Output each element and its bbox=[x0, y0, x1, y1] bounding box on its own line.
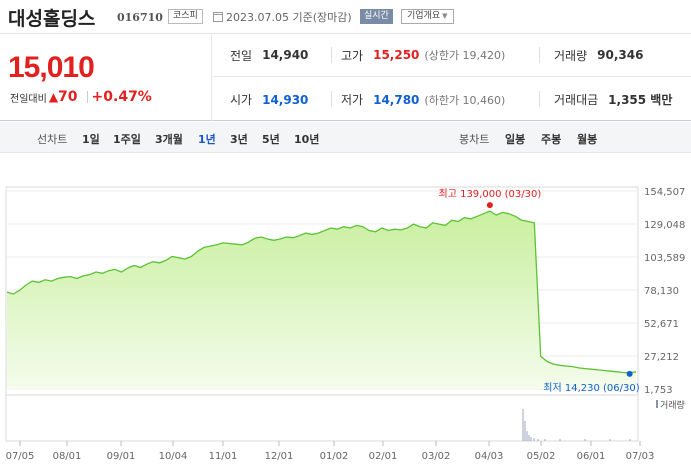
stock-header: 대성홀딩스 016710 코스피 2023.07.05 기준(장마감) 실시간 … bbox=[0, 0, 691, 34]
low-marker bbox=[626, 370, 633, 377]
period-3y[interactable]: 3년 bbox=[230, 133, 248, 146]
high-value: 15,250 bbox=[373, 48, 420, 62]
period-1y[interactable]: 1년 bbox=[198, 133, 216, 146]
x-tick-label: 07/03 bbox=[626, 451, 655, 462]
volume-label: 거래량 bbox=[554, 48, 588, 63]
period-bar: 선차트 1일 1주일 3개월 1년 3년 5년 10년 봉차트 일봉 주봉 월봉 bbox=[0, 122, 691, 153]
price-panel: 15,010 전일대비 ▲ 70 +0.47% 전일 14,940 고가 15,… bbox=[0, 34, 691, 121]
change-percent: +0.47% bbox=[91, 89, 152, 105]
chevron-down-icon: ▼ bbox=[442, 12, 448, 20]
up-arrow-icon: ▲ bbox=[48, 90, 59, 104]
calendar-icon bbox=[213, 12, 223, 22]
low-annotation: 최저 14,230 (06/30) bbox=[543, 382, 639, 394]
y-tick-label: 129,048 bbox=[644, 220, 685, 231]
realtime-button[interactable]: 실시간 bbox=[360, 9, 393, 24]
x-tick-label: 05/02 bbox=[527, 451, 556, 462]
x-tick-label: 06/01 bbox=[577, 451, 606, 462]
y-tick-label: 52,671 bbox=[644, 319, 679, 330]
stats-row-2: 시가 14,930 저가 14,780 (하한가 10,460) 거래대금 1,… bbox=[213, 78, 691, 121]
current-price: 15,010 bbox=[8, 51, 95, 84]
open-value: 14,930 bbox=[262, 92, 309, 107]
low-cell: 저가 14,780 (하한가 10,460) bbox=[341, 91, 505, 108]
y-tick-label: 1,753 bbox=[644, 385, 673, 396]
open-label: 시가 bbox=[230, 93, 253, 107]
x-tick-label: 01/02 bbox=[320, 451, 349, 462]
price-area bbox=[7, 211, 636, 389]
divider bbox=[331, 91, 332, 107]
x-tick-label: 03/02 bbox=[422, 451, 451, 462]
period-1d[interactable]: 1일 bbox=[82, 133, 100, 146]
trade-value-label: 거래대금 bbox=[554, 93, 599, 107]
period-1w[interactable]: 1주일 bbox=[113, 133, 141, 146]
y-tick-label: 27,212 bbox=[644, 352, 679, 363]
line-chart-label: 선차트 bbox=[37, 133, 68, 146]
trade-value: 1,355 백만 bbox=[608, 93, 673, 107]
period-5y[interactable]: 5년 bbox=[262, 133, 280, 146]
volume-label: 거래량 bbox=[660, 399, 685, 411]
high-marker bbox=[486, 202, 493, 209]
trade-value-cell: 거래대금 1,355 백만 bbox=[554, 91, 672, 108]
divider bbox=[331, 47, 332, 63]
date-info: 2023.07.05 기준(장마감) bbox=[213, 9, 352, 25]
company-info-button[interactable]: 기업개요 ▼ bbox=[401, 9, 454, 24]
divider bbox=[539, 47, 540, 63]
x-tick-label: 11/01 bbox=[209, 451, 238, 462]
low-label: 저가 bbox=[341, 93, 364, 107]
open-cell: 시가 14,930 bbox=[230, 91, 308, 108]
y-tick-label: 103,589 bbox=[644, 253, 685, 264]
prev-close-cell: 전일 14,940 bbox=[230, 47, 308, 64]
prev-close-label: 전일 bbox=[230, 48, 253, 63]
volume-legend-icon bbox=[656, 400, 658, 408]
candle-weekly[interactable]: 주봉 bbox=[541, 133, 562, 146]
high-annotation: 최고 139,000 (03/30) bbox=[439, 188, 542, 200]
candle-daily[interactable]: 일봉 bbox=[505, 133, 526, 146]
x-tick-label: 07/05 bbox=[6, 451, 35, 462]
period-3m[interactable]: 3개월 bbox=[155, 133, 183, 146]
high-cell: 고가 15,250 (상한가 19,420) bbox=[341, 47, 505, 64]
plot-frame bbox=[5, 186, 639, 442]
x-tick-label: 04/03 bbox=[475, 451, 504, 462]
y-tick-label: 78,130 bbox=[644, 286, 679, 297]
divider bbox=[86, 91, 88, 103]
high-label: 고가 bbox=[341, 48, 364, 63]
volume-cell: 거래량 90,346 bbox=[554, 47, 643, 64]
price-chart[interactable]: 154,507 129,048 103,589 78,130 52,671 27,212 1… bbox=[0, 153, 691, 469]
volume-value: 90,346 bbox=[597, 48, 644, 62]
price-line bbox=[6, 210, 637, 374]
x-tick-label: 02/01 bbox=[369, 451, 398, 462]
upper-limit: (상한가 19,420) bbox=[424, 49, 506, 62]
x-tick-label: 12/01 bbox=[265, 451, 294, 462]
date-text: 2023.07.05 기준(장마감) bbox=[226, 11, 352, 24]
y-tick-label: 154,507 bbox=[644, 187, 685, 198]
change-value: 70 bbox=[58, 89, 78, 105]
x-tick-label: 09/01 bbox=[107, 451, 136, 462]
change-label: 전일대비 bbox=[10, 93, 47, 105]
price-chart-svg: 154,507 129,048 103,589 78,130 52,671 27,212 1… bbox=[5, 186, 685, 462]
current-price-box: 15,010 전일대비 ▲ 70 +0.47% bbox=[0, 34, 212, 121]
stats-row-1: 전일 14,940 고가 15,250 (상한가 19,420) 거래량 90,… bbox=[213, 34, 691, 77]
change-row: 전일대비 ▲ 70 +0.47% bbox=[10, 89, 152, 105]
stock-name: 대성홀딩스 bbox=[8, 8, 96, 30]
company-info-label: 기업개요 bbox=[407, 11, 441, 21]
market-badge: 코스피 bbox=[168, 9, 203, 24]
candle-chart-label: 봉차트 bbox=[459, 133, 490, 146]
stock-code: 016710 bbox=[117, 11, 163, 24]
lower-limit: (하한가 10,460) bbox=[424, 93, 506, 107]
x-tick-label: 08/01 bbox=[53, 451, 82, 462]
period-10y[interactable]: 10년 bbox=[294, 133, 320, 146]
candle-monthly[interactable]: 월봉 bbox=[577, 133, 598, 146]
prev-close-value: 14,940 bbox=[262, 48, 309, 62]
divider bbox=[539, 91, 540, 107]
low-value: 14,780 bbox=[373, 92, 420, 107]
x-tick-label: 10/04 bbox=[159, 451, 188, 462]
